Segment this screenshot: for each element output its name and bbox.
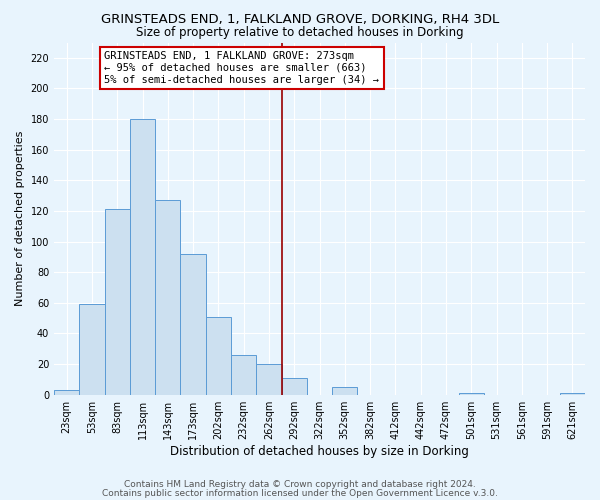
Bar bbox=[332, 387, 358, 394]
Bar bbox=[130, 119, 155, 394]
Bar bbox=[458, 393, 484, 394]
Bar bbox=[54, 390, 79, 394]
Y-axis label: Number of detached properties: Number of detached properties bbox=[15, 131, 25, 306]
Bar bbox=[155, 200, 181, 394]
Bar bbox=[560, 393, 585, 394]
Bar bbox=[104, 210, 130, 394]
Bar bbox=[79, 304, 104, 394]
Bar bbox=[181, 254, 206, 394]
Text: GRINSTEADS END, 1 FALKLAND GROVE: 273sqm
← 95% of detached houses are smaller (6: GRINSTEADS END, 1 FALKLAND GROVE: 273sqm… bbox=[104, 52, 379, 84]
Text: GRINSTEADS END, 1, FALKLAND GROVE, DORKING, RH4 3DL: GRINSTEADS END, 1, FALKLAND GROVE, DORKI… bbox=[101, 12, 499, 26]
Text: Contains HM Land Registry data © Crown copyright and database right 2024.: Contains HM Land Registry data © Crown c… bbox=[124, 480, 476, 489]
Text: Contains public sector information licensed under the Open Government Licence v.: Contains public sector information licen… bbox=[102, 488, 498, 498]
Text: Size of property relative to detached houses in Dorking: Size of property relative to detached ho… bbox=[136, 26, 464, 39]
X-axis label: Distribution of detached houses by size in Dorking: Distribution of detached houses by size … bbox=[170, 444, 469, 458]
Bar bbox=[206, 316, 231, 394]
Bar bbox=[231, 355, 256, 395]
Bar bbox=[281, 378, 307, 394]
Bar bbox=[256, 364, 281, 394]
